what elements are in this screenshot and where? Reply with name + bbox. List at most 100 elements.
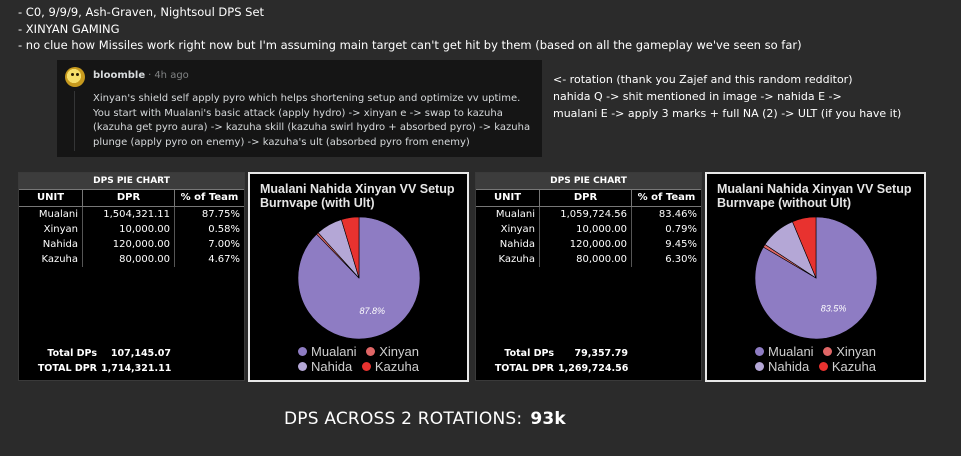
comment-body: Xinyan's shield self apply pyro which he… xyxy=(93,93,531,148)
cell-percent: 6.30% xyxy=(665,254,697,265)
table-row: Mualani 1,504,321.11 87.75% xyxy=(19,207,244,222)
pie-slice-kazuha xyxy=(340,216,360,279)
cell-unit: Nahida xyxy=(476,237,540,252)
total-value: 79,357.79 xyxy=(574,348,629,359)
table-title: DPS PIE CHART xyxy=(476,173,701,190)
comment-header: bloomble · 4h ago xyxy=(93,70,189,81)
legend-label: Nahida xyxy=(768,359,810,374)
cell-dpr: 1,504,321.11 xyxy=(83,207,175,222)
table-row: Mualani 1,059,724.56 83.46% xyxy=(476,207,701,222)
avatar[interactable] xyxy=(65,67,85,87)
dps-table-with-ult: DPS PIE CHART UNIT DPR % of Team Mualani… xyxy=(18,172,245,381)
cell-percent: 4.67% xyxy=(208,254,240,265)
cell-percent: 0.58% xyxy=(208,224,240,235)
cell-percent: 87.75% xyxy=(201,209,240,220)
legend-label: Mualani xyxy=(768,344,814,359)
legend-label: Nahida xyxy=(311,359,353,374)
table-totals: Total DPs 107,145.07 TOTAL DPR 1,714,321… xyxy=(19,346,244,376)
totals-row: TOTAL DPR 1,714,321.11 xyxy=(19,361,244,376)
header-dpr: DPR xyxy=(540,190,632,206)
legend-label: Kazuha xyxy=(831,359,876,374)
legend-item-mualani: Mualani xyxy=(755,344,814,359)
cell-dpr: 120,000.00 xyxy=(83,237,175,252)
note-line: - XINYAN GAMING xyxy=(18,21,120,36)
table-row: Kazuha 80,000.00 4.67% xyxy=(19,252,244,267)
rotation-line: <- rotation (thank you Zajef and this ra… xyxy=(553,73,853,86)
dps-table-without-ult: DPS PIE CHART UNIT DPR % of Team Mualani… xyxy=(475,172,702,381)
total-value: 1,714,321.11 xyxy=(101,363,172,374)
pie-chart-without-ult: Mualani Nahida Xinyan VV Setup Burnvape … xyxy=(705,172,926,382)
summary-value: 93k xyxy=(530,409,566,429)
rotation-notes: <- rotation (thank you Zajef and this ra… xyxy=(553,71,901,122)
pie-slice-label: 87.8% xyxy=(360,306,386,316)
totals-row: Total DPs 107,145.07 xyxy=(19,346,244,361)
chart-legend: Mualani Xinyan Nahida Kazuha xyxy=(250,344,467,374)
pie-slice-kazuha xyxy=(792,216,817,279)
note-line: - no clue how Missiles work right now bu… xyxy=(18,38,802,52)
notes-block: - C0, 9/9/9, Ash-Graven, Nightsoul DPS S… xyxy=(18,4,802,54)
pie-svg: 87.8% xyxy=(297,216,421,340)
cell-unit: Kazuha xyxy=(476,252,540,267)
legend-label: Xinyan xyxy=(836,344,876,359)
comment-separator: · xyxy=(148,70,152,81)
cell-unit: Xinyan xyxy=(476,222,540,237)
legend-label: Mualani xyxy=(311,344,357,359)
chart-title: Mualani Nahida Xinyan VV Setup Burnvape … xyxy=(717,182,912,210)
totals-row: TOTAL DPR 1,269,724.56 xyxy=(476,361,701,376)
pie-svg: 83.5% xyxy=(754,216,878,340)
legend-item-mualani: Mualani xyxy=(298,344,357,359)
header-unit: UNIT xyxy=(476,190,540,206)
header-unit: UNIT xyxy=(19,190,83,206)
table-title: DPS PIE CHART xyxy=(19,173,244,190)
comment-author[interactable]: bloomble xyxy=(93,70,146,81)
cell-dpr: 1,059,724.56 xyxy=(540,207,632,222)
legend-item-nahida: Nahida xyxy=(298,359,352,374)
legend-label: Xinyan xyxy=(379,344,419,359)
total-value: 107,145.07 xyxy=(110,348,171,359)
header-percent: % of Team xyxy=(637,192,696,203)
legend-item-kazuha: Kazuha xyxy=(361,359,419,374)
cell-unit: Kazuha xyxy=(19,252,83,267)
pie-slice-label: 83.5% xyxy=(821,304,847,314)
table-row: Nahida 120,000.00 7.00% xyxy=(19,237,244,252)
legend-item-xinyan: Xinyan xyxy=(366,344,419,359)
rotation-line: nahida Q -> shit mentioned in image -> n… xyxy=(553,90,842,103)
chart-title: Mualani Nahida Xinyan VV Setup Burnvape … xyxy=(260,182,455,210)
table-totals: Total DPs 79,357.79 TOTAL DPR 1,269,724.… xyxy=(476,346,701,376)
note-line: - C0, 9/9/9, Ash-Graven, Nightsoul DPS S… xyxy=(18,5,265,19)
chart-legend: Mualani Xinyan Nahida Kazuha xyxy=(707,344,924,374)
cell-percent: 83.46% xyxy=(658,209,697,220)
total-value: 1,269,724.56 xyxy=(558,363,629,374)
rotation-line: mualani E -> apply 3 marks + full NA (2)… xyxy=(553,107,902,120)
cell-dpr: 80,000.00 xyxy=(83,252,175,267)
legend-label: Kazuha xyxy=(374,359,419,374)
totals-row: Total DPs 79,357.79 xyxy=(476,346,701,361)
table-row: Nahida 120,000.00 9.45% xyxy=(476,237,701,252)
comment-time: 4h ago xyxy=(154,70,189,81)
total-label: Total DPs xyxy=(47,348,97,359)
total-label: TOTAL DPR xyxy=(37,363,97,374)
table-row: Xinyan 10,000.00 0.79% xyxy=(476,222,701,237)
legend-item-kazuha: Kazuha xyxy=(818,359,876,374)
header-percent: % of Team xyxy=(180,192,239,203)
total-label: TOTAL DPR xyxy=(494,363,554,374)
rotation-summary: DPS ACROSS 2 ROTATIONS: 93k xyxy=(284,409,566,429)
legend-item-xinyan: Xinyan xyxy=(823,344,876,359)
legend-item-nahida: Nahida xyxy=(755,359,809,374)
pie-chart-with-ult: Mualani Nahida Xinyan VV Setup Burnvape … xyxy=(248,172,469,382)
cell-unit: Nahida xyxy=(19,237,83,252)
cell-unit: Mualani xyxy=(19,207,83,222)
table-row: Kazuha 80,000.00 6.30% xyxy=(476,252,701,267)
cell-unit: Mualani xyxy=(476,207,540,222)
summary-label: DPS ACROSS 2 ROTATIONS: xyxy=(284,409,523,429)
reddit-comment: bloomble · 4h ago Xinyan's shield self app… xyxy=(57,60,542,157)
table-header-row: UNIT DPR % of Team xyxy=(19,190,244,207)
cell-percent: 7.00% xyxy=(208,239,240,250)
cell-unit: Xinyan xyxy=(19,222,83,237)
cell-dpr: 10,000.00 xyxy=(540,222,632,237)
cell-dpr: 120,000.00 xyxy=(540,237,632,252)
cell-dpr: 10,000.00 xyxy=(83,222,175,237)
thread-line[interactable] xyxy=(74,91,75,151)
cell-dpr: 80,000.00 xyxy=(540,252,632,267)
cell-percent: 9.45% xyxy=(665,239,697,250)
